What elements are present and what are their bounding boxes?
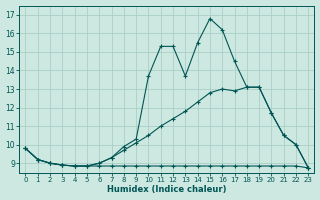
- X-axis label: Humidex (Indice chaleur): Humidex (Indice chaleur): [107, 185, 227, 194]
